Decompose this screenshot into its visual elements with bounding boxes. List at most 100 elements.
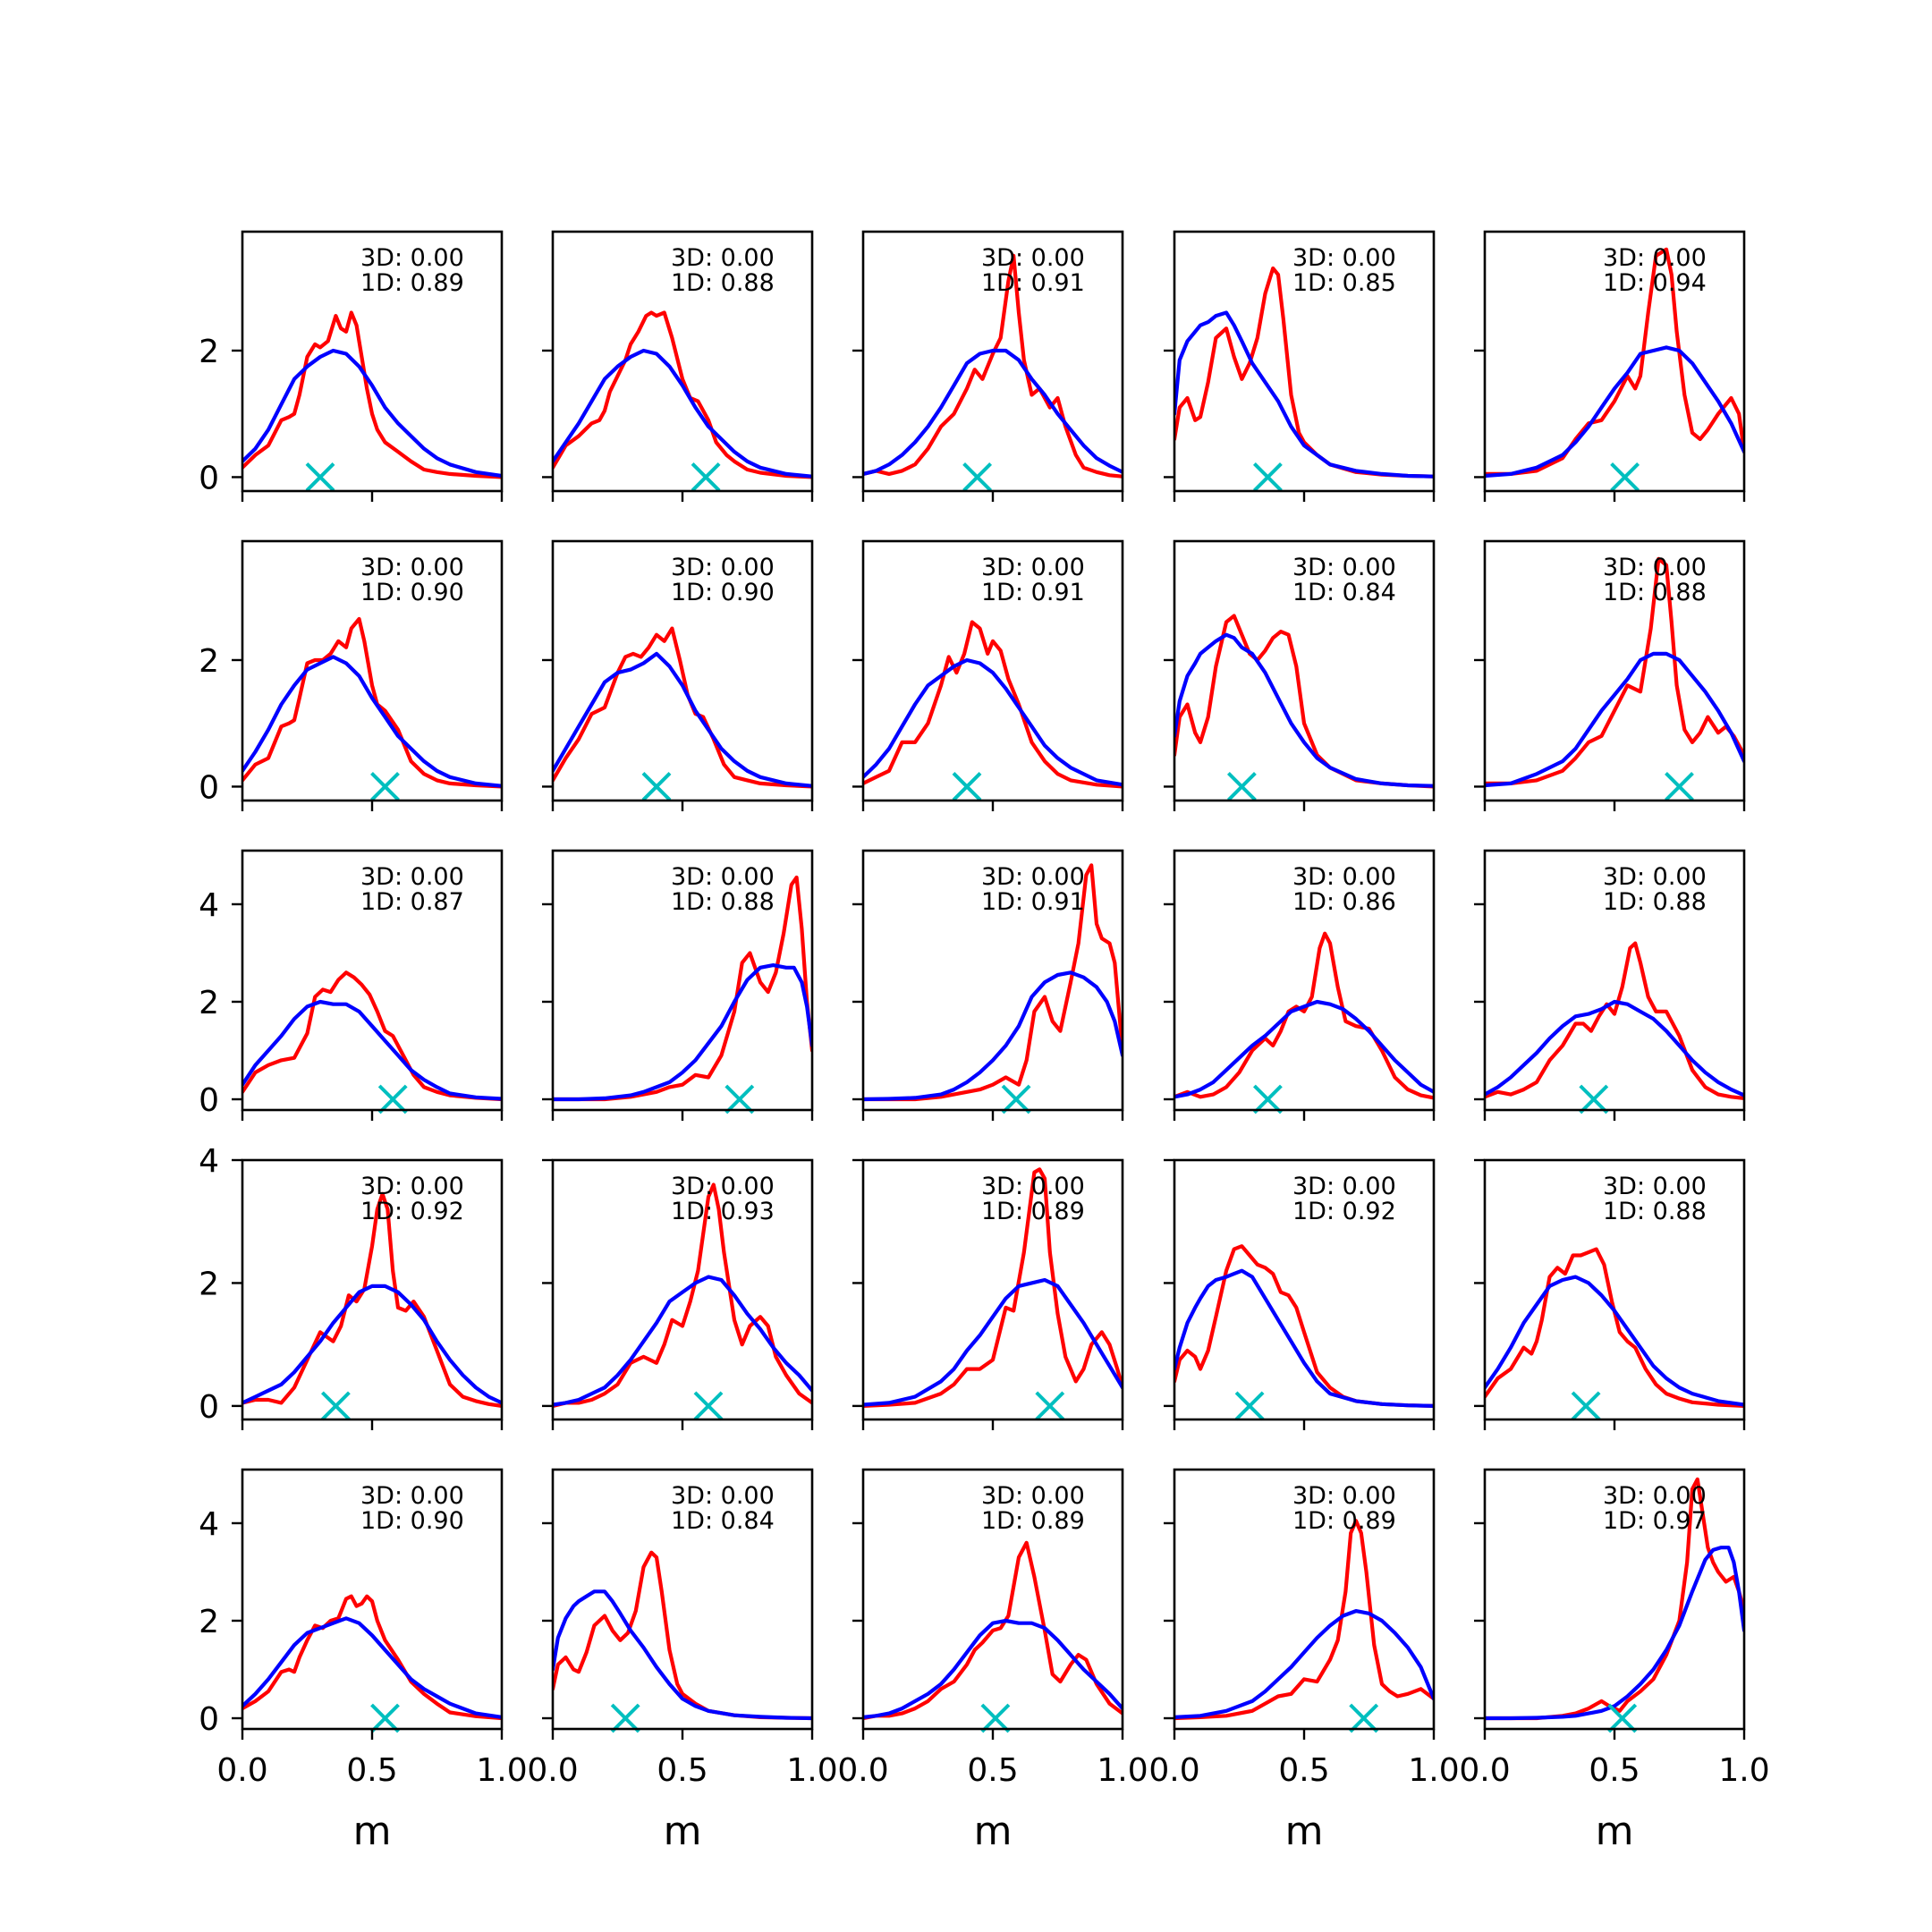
annotation-3d: 3D: 0.00: [1603, 554, 1707, 581]
y-tick-label: 2: [199, 643, 219, 680]
x-marker: [1349, 1703, 1379, 1733]
annotation-1d: 1D: 0.88: [671, 269, 775, 297]
annotation-1d: 1D: 0.88: [1603, 579, 1707, 606]
annotation-1d: 1D: 0.84: [671, 1507, 775, 1535]
annotation-1d: 1D: 0.86: [1292, 888, 1396, 916]
annotation-1d: 1D: 0.90: [360, 1507, 464, 1535]
y-tick-label: 4: [199, 1143, 219, 1180]
x-marker: [1252, 462, 1283, 492]
y-tick-label: 2: [199, 1266, 219, 1302]
x-tick-label: 1.0: [1097, 1752, 1148, 1789]
red-density-line: [242, 1191, 502, 1409]
blue-density-line: [863, 1277, 1123, 1407]
x-tick-label: 0.0: [837, 1752, 888, 1789]
red-density-line: [242, 310, 502, 479]
y-tick-label: 0: [199, 1389, 219, 1426]
x-marker: [320, 1391, 351, 1421]
annotation-3d: 3D: 0.00: [671, 554, 775, 581]
annotation-1d: 1D: 0.84: [1292, 579, 1396, 606]
x-marker: [724, 1084, 755, 1114]
annotation-3d: 3D: 0.00: [671, 1482, 775, 1510]
annotation-3d: 3D: 0.00: [981, 1482, 1085, 1510]
annotation-1d: 1D: 0.91: [981, 269, 1085, 297]
annotation-3d: 3D: 0.00: [360, 1173, 464, 1200]
blue-density-line: [1174, 1608, 1434, 1720]
red-density-line: [553, 626, 812, 789]
annotation-3d: 3D: 0.00: [671, 244, 775, 272]
y-tick-label: 0: [199, 1082, 219, 1119]
annotation-3d: 3D: 0.00: [1292, 1173, 1396, 1200]
x-tick-label: 0.0: [1148, 1752, 1199, 1789]
annotation-1d: 1D: 0.89: [1292, 1507, 1396, 1535]
y-tick-label: 0: [199, 460, 219, 496]
x-tick-label: 0.0: [527, 1752, 578, 1789]
annotation-3d: 3D: 0.00: [981, 863, 1085, 891]
annotation-3d: 3D: 0.00: [360, 554, 464, 581]
y-tick-label: 0: [199, 769, 219, 806]
blue-density-line: [863, 970, 1123, 1102]
annotation-1d: 1D: 0.91: [981, 888, 1085, 916]
annotation-1d: 1D: 0.91: [981, 579, 1085, 606]
x-marker: [370, 772, 400, 801]
annotation-3d: 3D: 0.00: [1603, 863, 1707, 891]
red-density-line: [1485, 1477, 1744, 1721]
annotation-3d: 3D: 0.00: [1603, 1482, 1707, 1510]
x-marker: [980, 1703, 1011, 1733]
red-density-line: [242, 970, 502, 1102]
red-density-line: [242, 1594, 502, 1721]
blue-density-line: [863, 348, 1123, 477]
x-tick-label: 1.0: [1718, 1752, 1769, 1789]
x-marker: [962, 462, 993, 492]
red-density-line: [1485, 556, 1744, 786]
annotation-3d: 3D: 0.00: [1292, 1482, 1396, 1510]
red-density-line: [863, 863, 1123, 1102]
x-tick-label: 0.5: [1278, 1752, 1329, 1789]
red-density-line: [863, 620, 1123, 789]
x-axis-label: m: [1596, 1809, 1634, 1854]
y-tick-label: 4: [199, 1506, 219, 1543]
annotation-3d: 3D: 0.00: [671, 1173, 775, 1200]
x-tick-label: 0.5: [346, 1752, 397, 1789]
x-marker: [693, 1391, 724, 1421]
x-tick-label: 0.5: [967, 1752, 1018, 1789]
blue-density-line: [863, 1618, 1123, 1720]
x-marker: [1252, 1084, 1283, 1114]
annotation-3d: 3D: 0.00: [360, 244, 464, 272]
x-tick-label: 1.0: [786, 1752, 837, 1789]
blue-density-line: [1174, 1268, 1434, 1409]
red-density-line: [242, 616, 502, 789]
blue-density-line: [1174, 999, 1434, 1099]
x-marker: [1234, 1391, 1265, 1421]
x-marker: [377, 1084, 408, 1114]
blue-density-line: [553, 1589, 812, 1721]
annotation-1d: 1D: 0.87: [360, 888, 464, 916]
red-density-line: [1485, 941, 1744, 1101]
annotation-1d: 1D: 0.92: [360, 1198, 464, 1225]
red-density-line: [863, 1167, 1123, 1409]
annotation-3d: 3D: 0.00: [981, 244, 1085, 272]
x-tick-label: 0.0: [1459, 1752, 1510, 1789]
x-tick-label: 1.0: [476, 1752, 527, 1789]
blue-density-line: [863, 657, 1123, 787]
blue-density-line: [1485, 345, 1744, 479]
red-density-line: [553, 1182, 812, 1409]
annotation-1d: 1D: 0.89: [360, 269, 464, 297]
blue-density-line: [553, 1275, 812, 1407]
annotation-3d: 3D: 0.00: [1292, 554, 1396, 581]
